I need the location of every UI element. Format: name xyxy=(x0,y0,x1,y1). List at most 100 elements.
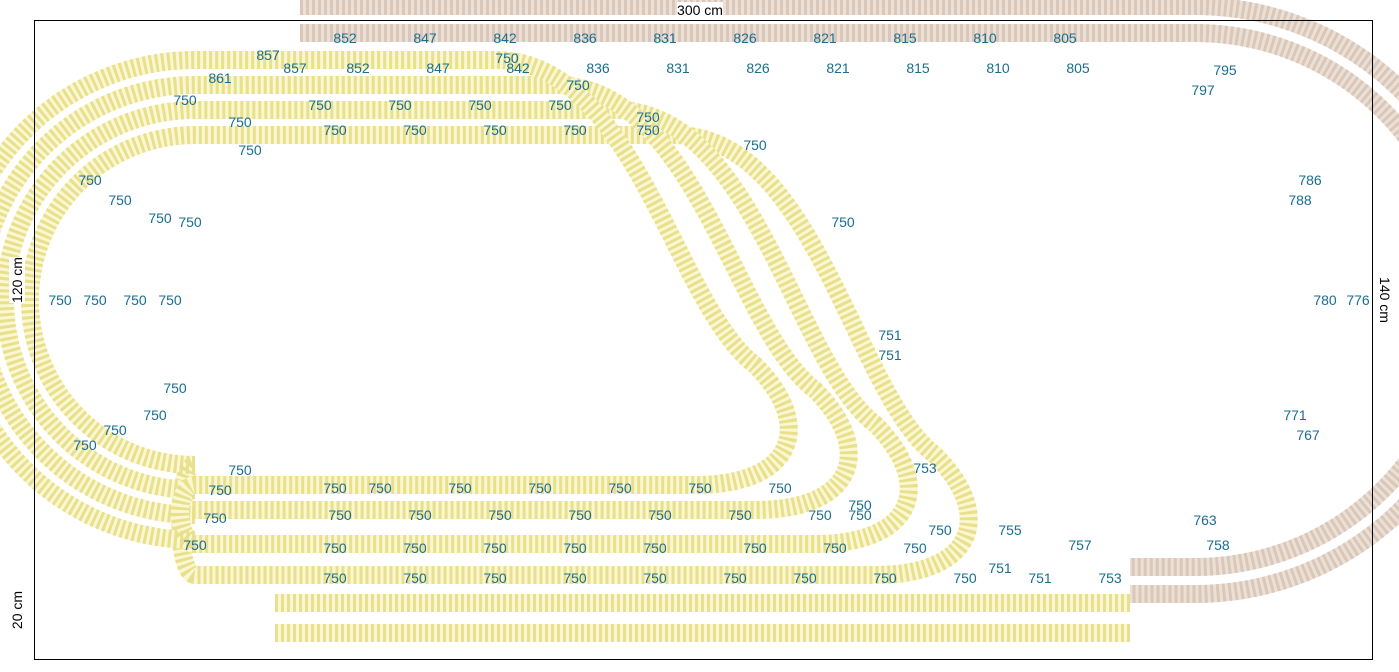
track-value-label: 836 xyxy=(573,30,596,46)
dimension-label-1: 120 cm xyxy=(9,257,25,303)
track-value-label: 750 xyxy=(173,92,196,108)
track-value-label: 750 xyxy=(563,540,586,556)
track-value-label: 750 xyxy=(743,540,766,556)
track-value-label: 750 xyxy=(83,292,106,308)
track-value-label: 831 xyxy=(666,60,689,76)
track-value-label: 750 xyxy=(468,97,491,113)
track-value-label: 750 xyxy=(323,540,346,556)
track-value-label: 750 xyxy=(831,214,854,230)
track-value-label: 750 xyxy=(563,122,586,138)
track-value-label: 750 xyxy=(148,210,171,226)
track-value-label: 750 xyxy=(48,292,71,308)
track-value-label: 826 xyxy=(746,60,769,76)
track-value-label: 750 xyxy=(108,192,131,208)
track-value-label: 750 xyxy=(228,462,251,478)
track-value-label: 750 xyxy=(768,480,791,496)
track-value-label: 826 xyxy=(733,30,756,46)
track-value-label: 751 xyxy=(1028,570,1051,586)
track-value-label: 750 xyxy=(103,422,126,438)
track-value-label: 750 xyxy=(78,172,101,188)
track-value-label: 842 xyxy=(506,60,529,76)
track-value-label: 750 xyxy=(723,570,746,586)
track-value-label: 750 xyxy=(608,480,631,496)
track-value-label: 750 xyxy=(568,507,591,523)
track-value-label: 758 xyxy=(1206,537,1229,553)
track-value-label: 847 xyxy=(413,30,436,46)
track-value-label: 821 xyxy=(826,60,849,76)
track-value-label: 750 xyxy=(403,540,426,556)
track-value-label: 815 xyxy=(906,60,929,76)
track-value-label: 750 xyxy=(123,292,146,308)
track-value-label: 750 xyxy=(643,570,666,586)
track-value-label: 750 xyxy=(483,570,506,586)
track-value-label: 852 xyxy=(333,30,356,46)
track-value-label: 750 xyxy=(903,540,926,556)
dimension-label-3: 140 cm xyxy=(1377,277,1393,323)
track-value-label: 750 xyxy=(143,407,166,423)
track-value-label: 815 xyxy=(893,30,916,46)
track-value-label: 805 xyxy=(1066,60,1089,76)
track-value-label: 767 xyxy=(1296,427,1319,443)
track-value-label: 776 xyxy=(1346,292,1369,308)
track-value-label: 852 xyxy=(346,60,369,76)
track-value-label: 750 xyxy=(648,507,671,523)
track-value-label: 750 xyxy=(208,482,231,498)
dimension-label-0: 300 cm xyxy=(677,2,723,18)
track-value-label: 750 xyxy=(323,570,346,586)
track-value-label: 750 xyxy=(238,142,261,158)
track-value-label: 755 xyxy=(998,522,1021,538)
track-value-label: 836 xyxy=(586,60,609,76)
track-value-label: 750 xyxy=(793,570,816,586)
track-value-label: 771 xyxy=(1283,407,1306,423)
track-value-label: 750 xyxy=(483,122,506,138)
track-value-label: 753 xyxy=(913,460,936,476)
track-value-label: 750 xyxy=(158,292,181,308)
track-value-label: 753 xyxy=(1098,570,1121,586)
track-value-label: 857 xyxy=(283,60,306,76)
track-value-label: 750 xyxy=(408,507,431,523)
track-value-label: 750 xyxy=(388,97,411,113)
track-value-label: 750 xyxy=(488,507,511,523)
track-value-label: 797 xyxy=(1191,82,1214,98)
track-value-label: 750 xyxy=(743,137,766,153)
track-value-label: 750 xyxy=(178,214,201,230)
track-value-label: 750 xyxy=(228,114,251,130)
track-value-label: 750 xyxy=(548,97,571,113)
track-value-label: 750 xyxy=(873,570,896,586)
track-value-label: 861 xyxy=(208,70,231,86)
track-value-label: 821 xyxy=(813,30,836,46)
track-value-label: 750 xyxy=(308,97,331,113)
track-value-label: 750 xyxy=(73,437,96,453)
track-value-label: 750 xyxy=(928,522,951,538)
track-value-label: 750 xyxy=(483,540,506,556)
track-value-label: 805 xyxy=(1053,30,1076,46)
track-value-label: 750 xyxy=(448,480,471,496)
track-layout-canvas: 300 cm 120 cm 20 cm 140 cm 852 847 842 836 831 8… xyxy=(0,0,1399,672)
track-value-label: 750 xyxy=(563,570,586,586)
track-value-label: 750 xyxy=(368,480,391,496)
track-value-label: 788 xyxy=(1288,192,1311,208)
track-value-label: 831 xyxy=(653,30,676,46)
dimension-label-2: 20 cm xyxy=(9,591,25,629)
track-value-label: 847 xyxy=(426,60,449,76)
track-value-label: 750 xyxy=(643,540,666,556)
track-value-label: 750 xyxy=(323,122,346,138)
track-value-label: 795 xyxy=(1213,62,1236,78)
track-value-label: 750 xyxy=(403,570,426,586)
track-value-label: 750 xyxy=(403,122,426,138)
track-value-label: 750 xyxy=(323,480,346,496)
track-value-label: 750 xyxy=(328,507,351,523)
track-value-label: 757 xyxy=(1068,537,1091,553)
track-value-label: 750 xyxy=(636,122,659,138)
track-value-label: 750 xyxy=(953,570,976,586)
track-value-label: 751 xyxy=(988,560,1011,576)
track-value-label: 786 xyxy=(1298,172,1321,188)
track-value-label: 810 xyxy=(986,60,1009,76)
track-value-label: 780 xyxy=(1313,292,1336,308)
track-value-label: 750 xyxy=(163,380,186,396)
track-value-label: 750 xyxy=(823,540,846,556)
track-value-label: 750 xyxy=(528,480,551,496)
track-value-label: 750 xyxy=(688,480,711,496)
track-value-label: 857 xyxy=(256,47,279,63)
track-value-label: 750 xyxy=(183,537,206,553)
